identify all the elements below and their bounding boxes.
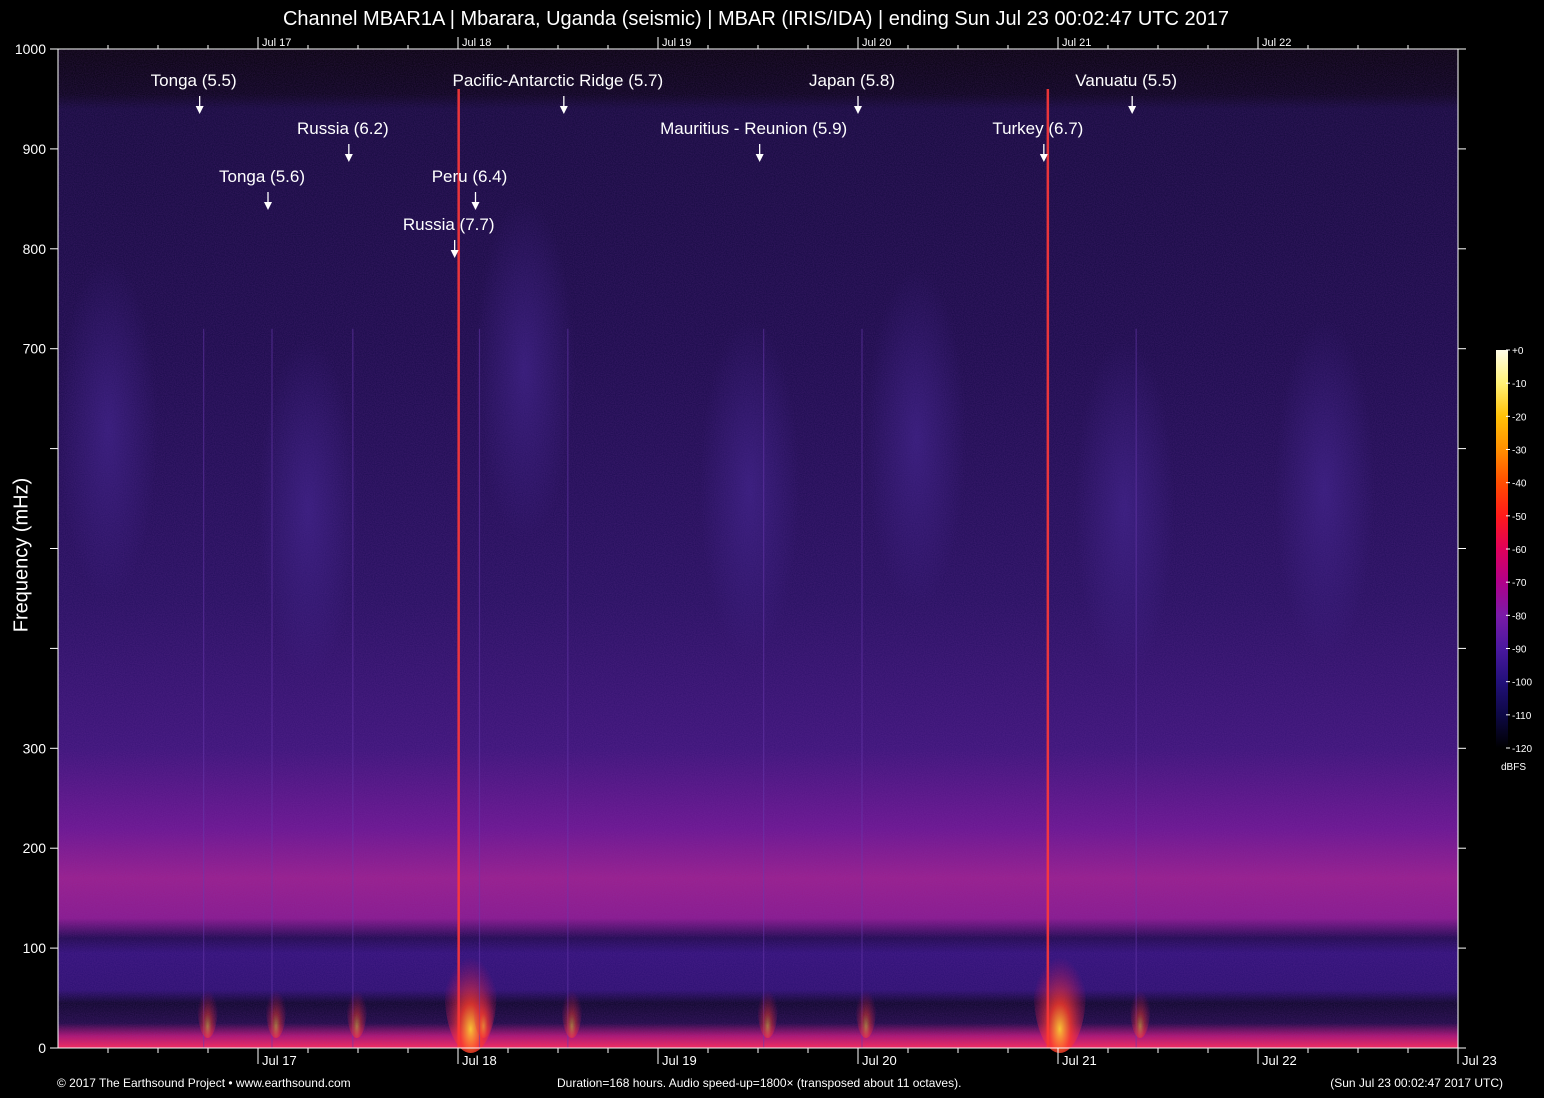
- x-top-tick-label: Jul 18: [462, 37, 491, 49]
- event-label: Russia (6.2): [297, 119, 389, 138]
- x-tick-label: Jul 17: [262, 1053, 297, 1068]
- colorbar-tick-label: +0: [1512, 346, 1524, 357]
- x-tick-label: Jul 19: [662, 1053, 697, 1068]
- y-tick-label: 900: [23, 141, 47, 157]
- end-timestamp: (Sun Jul 23 00:02:47 2017 UTC): [1330, 1076, 1503, 1090]
- x-tick-label: Jul 21: [1062, 1053, 1097, 1068]
- colorbar: +0 -10 -20 -30 -40 -50 -60 -70 -80 -90 -100 -110 -12…: [1496, 346, 1532, 755]
- event-arrow-head: [854, 106, 862, 114]
- colorbar-tick-label: -90: [1512, 645, 1527, 656]
- event-label: Mauritius - Reunion (5.9): [660, 119, 847, 138]
- x-tick-label: Jul 20: [862, 1053, 897, 1068]
- duration-note: Duration=168 hours. Audio speed-up=1800×…: [557, 1076, 962, 1090]
- event-label: Tonga (5.6): [219, 167, 305, 186]
- event-arrow-head: [195, 106, 204, 114]
- x-top-tick-label: Jul 20: [862, 37, 891, 49]
- event-arrow-head: [1039, 154, 1048, 162]
- y-tick-label: 800: [23, 241, 47, 257]
- event-label: Russia (7.7): [403, 215, 495, 234]
- noise-patch: [1274, 318, 1375, 659]
- event-label: Pacific-Antarctic Ridge (5.7): [452, 71, 663, 90]
- y-tick-label: 700: [23, 341, 47, 357]
- x-tick-label: Jul 23: [1462, 1053, 1497, 1068]
- event-burst: [561, 978, 582, 1039]
- colorbar-tick-label: -80: [1512, 611, 1527, 622]
- chart-title: Channel MBAR1A | Mbarara, Uganda (seismi…: [282, 8, 1229, 30]
- colorbar-tick-label: -120: [1512, 744, 1532, 755]
- event-burst: [266, 978, 286, 1039]
- colorbar-scale: [1496, 350, 1508, 748]
- x-top-tick-label: Jul 19: [662, 37, 691, 49]
- noise-patch: [58, 258, 158, 599]
- event-arrow-head: [1128, 106, 1137, 114]
- event-label: Turkey (6.7): [992, 119, 1083, 138]
- noise-patch: [1074, 338, 1175, 679]
- colorbar-tick-label: -20: [1512, 412, 1527, 423]
- x-tick-label: Jul 22: [1262, 1053, 1297, 1068]
- event-burst: [473, 978, 494, 1039]
- colorbar-tick-label: -70: [1512, 578, 1527, 589]
- copyright-notice: © 2017 The Earthsound Project • www.eart…: [57, 1076, 351, 1090]
- event-label: Vanuatu (5.5): [1075, 71, 1177, 90]
- x-top-tick-label: Jul 22: [1262, 37, 1291, 49]
- event-burst: [856, 978, 876, 1039]
- event-annotations: Tonga (5.5) Tonga (5.6) Russia (6.2) Russia…: [151, 71, 1177, 258]
- y-tick-label: 0: [38, 1040, 46, 1056]
- colorbar-tick-label: -40: [1512, 479, 1527, 490]
- event-label: Japan (5.8): [809, 71, 895, 90]
- colorbar-unit-label: dBFS: [1501, 762, 1527, 773]
- colorbar-tick-label: -50: [1512, 512, 1527, 523]
- event-streaks: [197, 88, 1151, 1054]
- y-tick-label: 1000: [15, 41, 46, 57]
- event-arrow-head: [471, 202, 480, 210]
- x-axis: Jul 17 Jul 17 Jul 18 Jul 18 Jul 19 Jul 19 Jul …: [107, 37, 1497, 1068]
- event-burst: [1033, 933, 1086, 1054]
- event-label: Peru (6.4): [432, 167, 508, 186]
- event-burst: [757, 978, 778, 1039]
- x-top-tick-label: Jul 21: [1062, 37, 1091, 49]
- y-axis-label: Frequency (mHz): [10, 477, 33, 633]
- y-tick-label: 300: [23, 740, 47, 756]
- event-burst: [197, 978, 218, 1039]
- event-burst: [346, 978, 367, 1039]
- colorbar-tick-label: -30: [1512, 446, 1527, 457]
- event-arrow-head: [344, 154, 353, 162]
- colorbar-tick-label: -100: [1512, 678, 1532, 689]
- event-arrow-head: [559, 106, 568, 114]
- colorbar-tick-label: -110: [1512, 711, 1532, 722]
- event-arrow-head: [755, 154, 764, 162]
- event-arrow-head: [450, 250, 459, 258]
- y-tick-label: 100: [23, 940, 47, 956]
- noise-patch: [699, 318, 800, 659]
- diurnal-noise-patches: [58, 198, 1375, 679]
- noise-patch: [866, 268, 967, 609]
- noise-patch: [474, 198, 575, 539]
- event-arrow-head: [264, 202, 272, 210]
- colorbar-tick-label: -60: [1512, 545, 1527, 556]
- event-label: Tonga (5.5): [151, 71, 237, 90]
- y-axis: 0 100 200 300 700 800 900 1000: [15, 41, 1466, 1056]
- event-burst: [1130, 978, 1151, 1039]
- x-top-tick-label: Jul 17: [262, 37, 291, 49]
- colorbar-tick-label: -10: [1512, 379, 1527, 390]
- noise-patch: [258, 338, 358, 679]
- x-tick-label: Jul 18: [462, 1053, 497, 1068]
- y-tick-label: 200: [23, 840, 47, 856]
